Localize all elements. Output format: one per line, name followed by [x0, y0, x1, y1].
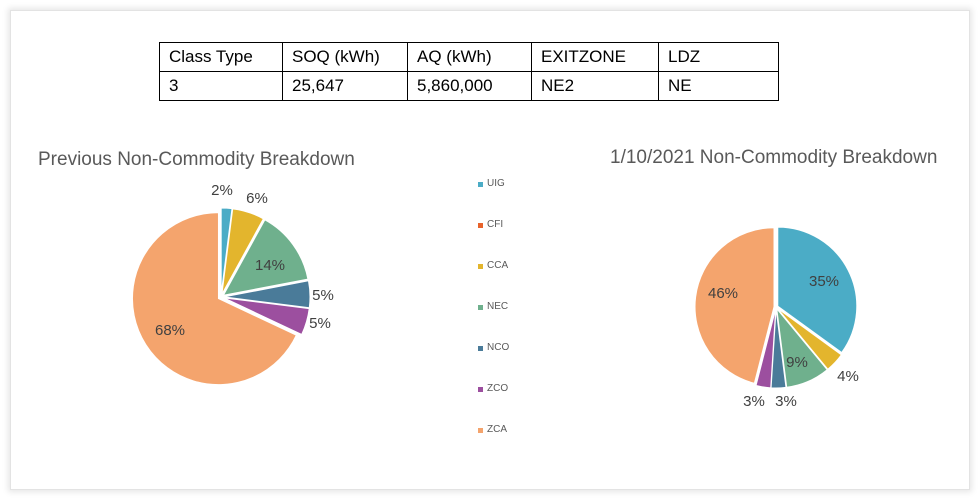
legend-label: UIG: [487, 178, 505, 189]
slice-label-zco: 5%: [309, 315, 331, 332]
pie-slice-zca: [132, 212, 297, 386]
slice-label-nec: 14%: [255, 257, 285, 274]
pie-slice-nec: [222, 219, 309, 296]
meter-info-table: Class Type SOQ (kWh) AQ (kWh) EXITZONE L…: [159, 42, 779, 101]
pie-slice-nec: [776, 307, 828, 388]
slice-label-uig: 2%: [211, 182, 233, 199]
slice-label-uig: 35%: [809, 273, 839, 290]
slice-label-cca: 6%: [246, 190, 268, 207]
pie-slice-cca: [777, 307, 843, 370]
slice-label-zca: 68%: [155, 322, 185, 339]
pie-slice-uig: [777, 226, 858, 354]
pie-slice-zca: [694, 227, 775, 384]
legend-swatch: [478, 182, 483, 187]
pie-slice-zco: [223, 297, 310, 336]
legend-swatch: [478, 387, 483, 392]
table-cell: NE: [658, 71, 779, 101]
pie-slice-uig: [220, 207, 233, 295]
pie-slice-zco: [755, 308, 777, 389]
chart-title-current: 1/10/2021 Non-Commodity Breakdown: [610, 147, 938, 168]
legend-label: NEC: [487, 301, 509, 312]
legend-swatch: [478, 346, 483, 351]
table-header-cell: AQ (kWh): [407, 42, 532, 72]
slice-label-nec: 9%: [786, 354, 808, 371]
legend-label: CFI: [487, 219, 504, 230]
slice-label-zca: 46%: [708, 285, 738, 302]
slice-label-nco: 3%: [775, 393, 797, 410]
legend-swatch: [478, 305, 483, 310]
legend-swatch: [478, 264, 483, 269]
slice-label-nco: 5%: [312, 287, 334, 304]
legend-label: ZCA: [487, 424, 507, 435]
legend-label: ZCO: [487, 383, 509, 394]
legend-label: CCA: [487, 260, 509, 271]
table-cell: 25,647: [282, 71, 408, 101]
slice-label-zco: 3%: [743, 393, 765, 410]
table-cell: NE2: [531, 71, 659, 101]
pie-slice-cca: [221, 208, 265, 295]
table-cell: 5,860,000: [407, 71, 532, 101]
chart-title-previous: Previous Non-Commodity Breakdown: [38, 149, 355, 170]
legend-swatch: [478, 223, 483, 228]
table-header-cell: LDZ: [658, 42, 779, 72]
legend-swatch: [478, 428, 483, 433]
table-cell: 3: [159, 71, 283, 101]
pie-slice-nco: [223, 280, 311, 309]
table-row: 3 25,647 5,860,000 NE2 NE: [159, 71, 779, 101]
legend-label: NCO: [487, 342, 510, 353]
slice-label-cca: 4%: [837, 368, 859, 385]
